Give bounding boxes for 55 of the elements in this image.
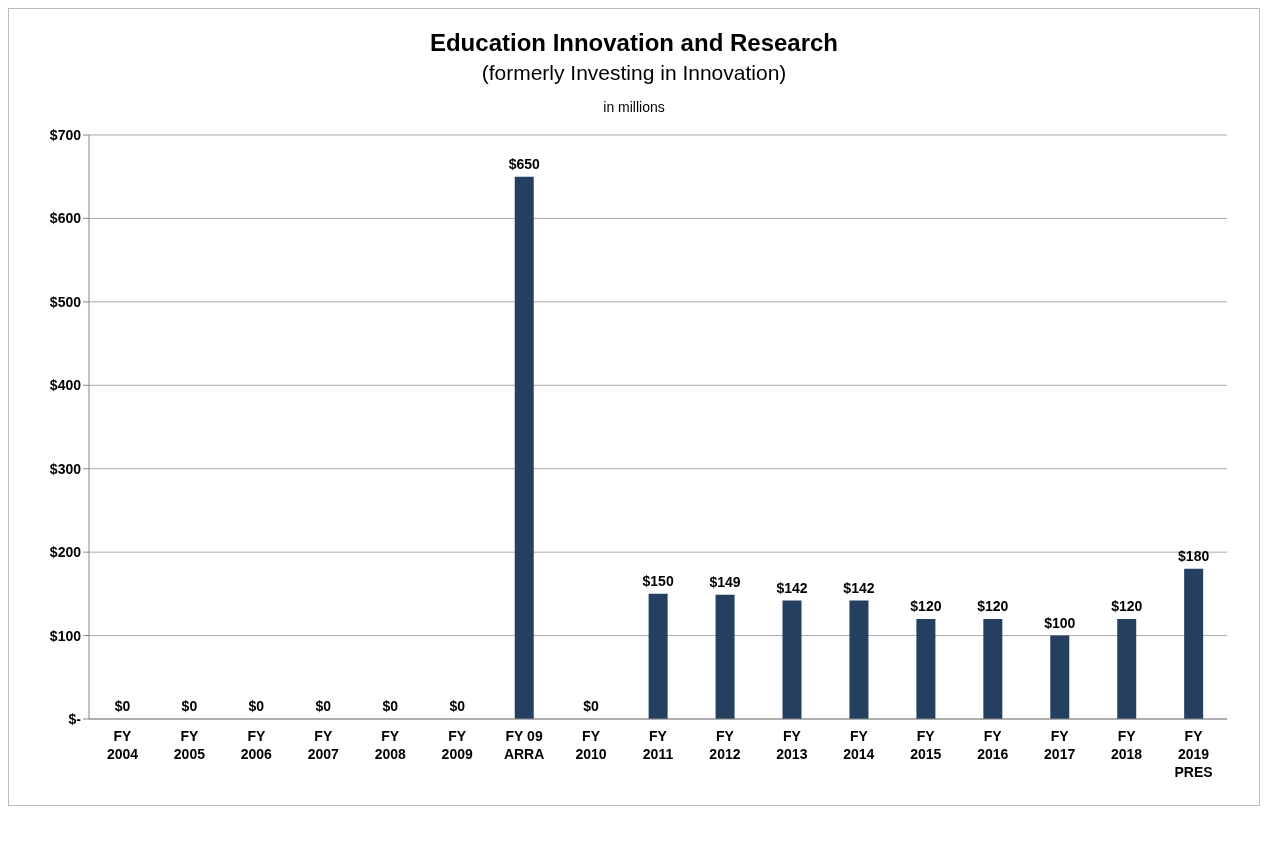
bar (916, 618, 936, 719)
data-label: $100 (1044, 614, 1076, 631)
y-tick-label: $400 (49, 377, 82, 394)
x-tick-label: FY 2010 (575, 728, 607, 762)
bar (1050, 635, 1070, 719)
data-label: $0 (449, 698, 466, 714)
data-label: $0 (248, 698, 265, 714)
y-tick-label: $500 (49, 293, 82, 310)
x-tick-label: FY 2006 (240, 728, 273, 762)
data-label: $0 (181, 698, 198, 714)
x-tick-label: FY 2011 (642, 728, 674, 762)
bar (849, 600, 869, 719)
y-tick-label: $700 (49, 126, 82, 143)
data-label: $0 (114, 698, 131, 714)
x-tick-label: FY 2004 (106, 728, 139, 762)
y-tick-label: $300 (49, 460, 82, 477)
data-label: $142 (843, 579, 875, 596)
data-label: $120 (910, 597, 942, 614)
data-label: $120 (977, 597, 1009, 614)
y-tick-label: $- (68, 710, 82, 727)
data-label: $150 (642, 572, 674, 589)
data-label: $180 (1178, 547, 1210, 564)
x-tick-label: FY 2017 (1044, 728, 1076, 762)
bar (983, 618, 1003, 719)
data-label: $142 (776, 579, 808, 596)
chart-title: Education Innovation and Research (428, 29, 840, 57)
x-tick-label: FY 2012 (709, 728, 741, 762)
x-tick-label: FY 2008 (374, 728, 407, 762)
x-tick-label: FY 2009 (441, 728, 473, 762)
data-label: $0 (315, 698, 332, 714)
bar (1117, 618, 1137, 719)
y-tick-label: $600 (49, 210, 82, 227)
x-tick-label: FY 2013 (776, 728, 808, 762)
chart-subtitle: (formerly Investing in Innovation) (480, 61, 788, 85)
text: in millions (602, 99, 666, 115)
y-tick-label: $100 (49, 627, 82, 644)
bar (715, 594, 735, 719)
data-label: $149 (709, 573, 741, 590)
bar (782, 600, 802, 719)
data-label: $0 (382, 698, 399, 714)
bar (514, 176, 534, 719)
data-label: $0 (583, 698, 600, 714)
x-tick-label: FY 2015 (910, 728, 942, 762)
data-label: $650 (508, 155, 541, 172)
data-label: $120 (1111, 597, 1143, 614)
x-tick-label: FY 2016 (977, 728, 1009, 762)
x-tick-label: FY 2018 (1111, 728, 1143, 762)
bar (648, 593, 668, 719)
x-tick-label: FY 2005 (173, 728, 206, 762)
x-tick-label: FY 09 ARRA (503, 728, 545, 762)
x-tick-label: FY 2014 (843, 728, 875, 762)
bar (1184, 568, 1204, 719)
x-tick-label: FY 2007 (307, 728, 340, 762)
y-tick-label: $200 (49, 544, 82, 561)
x-tick-label: FY 2019 PRES (1174, 728, 1213, 780)
